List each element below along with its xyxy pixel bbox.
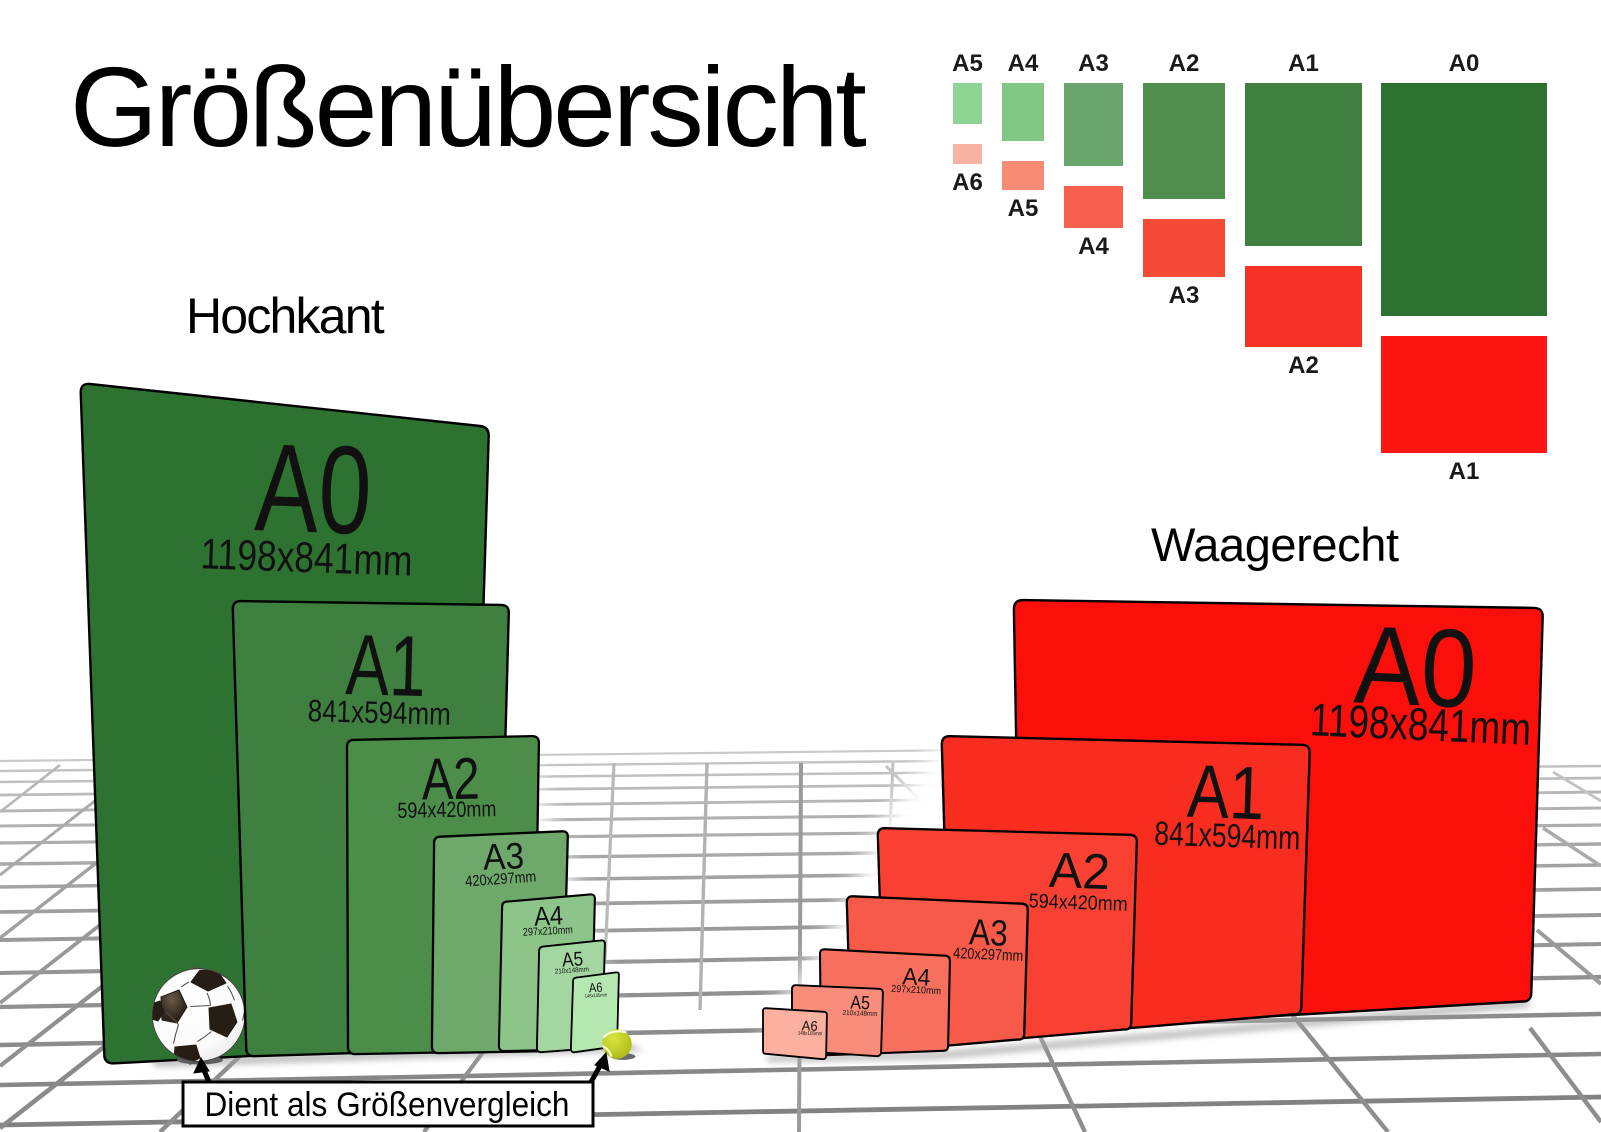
svg-text:594x420mm: 594x420mm <box>1028 890 1128 915</box>
svg-text:A0: A0 <box>1449 50 1480 77</box>
svg-text:1198x841mm: 1198x841mm <box>200 530 414 585</box>
svg-text:A2: A2 <box>421 746 480 813</box>
svg-text:841x594mm: 841x594mm <box>307 693 451 732</box>
svg-text:A6: A6 <box>952 169 983 196</box>
svg-text:A2: A2 <box>1288 352 1319 379</box>
svg-text:A3: A3 <box>1078 50 1109 77</box>
svg-text:841x594mm: 841x594mm <box>1154 815 1301 857</box>
svg-text:A0: A0 <box>1352 602 1479 731</box>
svg-text:A1: A1 <box>1186 749 1266 836</box>
svg-text:148x105mm: 148x105mm <box>798 1031 823 1038</box>
svg-text:297x210mm: 297x210mm <box>523 924 574 939</box>
svg-text:1198x841mm: 1198x841mm <box>1309 693 1532 755</box>
svg-text:Größenübersicht: Größenübersicht <box>70 44 866 170</box>
svg-text:594x420mm: 594x420mm <box>397 796 496 823</box>
svg-text:210x148mm: 210x148mm <box>555 966 590 975</box>
svg-text:A4: A4 <box>533 900 564 931</box>
svg-text:A1: A1 <box>345 617 427 715</box>
svg-text:A1: A1 <box>1449 458 1480 485</box>
svg-text:A5: A5 <box>952 50 983 77</box>
svg-text:297x210mm: 297x210mm <box>891 984 942 998</box>
svg-text:A0: A0 <box>253 418 374 561</box>
svg-text:A4: A4 <box>1008 50 1039 77</box>
svg-text:210x148mm: 210x148mm <box>842 1010 877 1018</box>
svg-text:A4: A4 <box>902 963 931 991</box>
svg-text:Waagerecht: Waagerecht <box>1151 518 1399 571</box>
svg-text:A6: A6 <box>801 1017 818 1034</box>
svg-text:Hochkant: Hochkant <box>186 288 385 344</box>
svg-text:A5: A5 <box>561 948 583 971</box>
svg-text:A2: A2 <box>1048 842 1111 900</box>
svg-text:A6: A6 <box>588 980 603 996</box>
svg-text:A3: A3 <box>968 911 1008 954</box>
svg-text:A5: A5 <box>850 993 870 1015</box>
svg-text:148x105mm: 148x105mm <box>584 992 607 1000</box>
svg-text:A3: A3 <box>482 835 524 877</box>
svg-text:A1: A1 <box>1288 50 1319 77</box>
svg-text:420x297mm: 420x297mm <box>465 869 537 891</box>
svg-text:A4: A4 <box>1078 233 1109 260</box>
svg-text:Dient als Größenvergleich: Dient als Größenvergleich <box>205 1086 570 1124</box>
svg-text:A3: A3 <box>1169 282 1200 309</box>
svg-text:A5: A5 <box>1008 195 1039 222</box>
svg-text:420x297mm: 420x297mm <box>953 945 1024 965</box>
svg-text:A2: A2 <box>1169 50 1200 77</box>
